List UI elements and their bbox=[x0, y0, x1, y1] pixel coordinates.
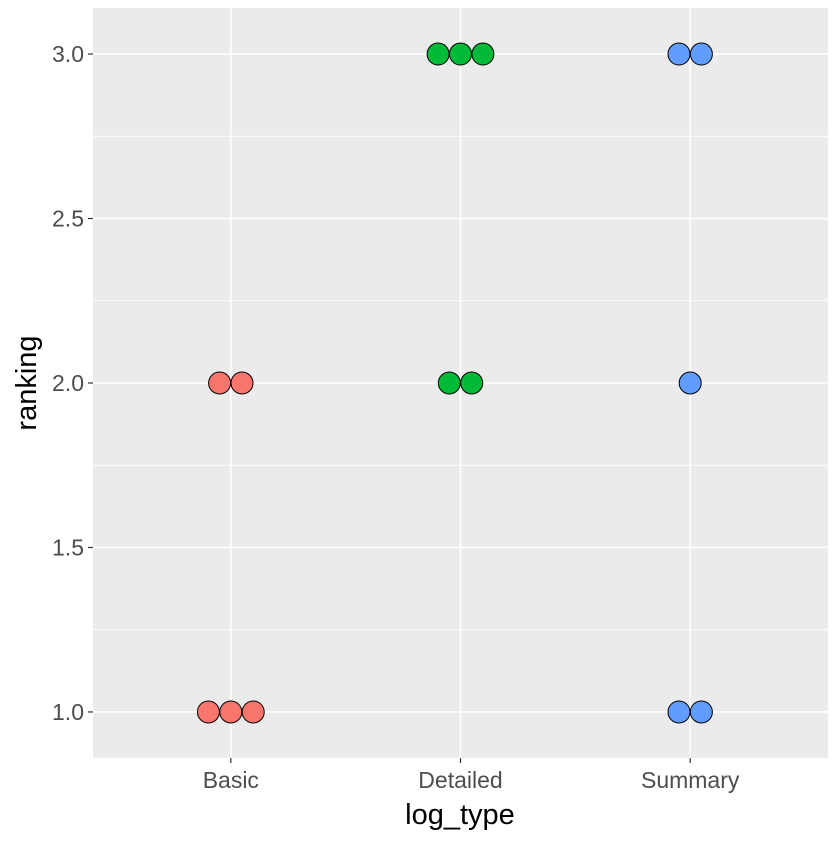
data-point-detailed bbox=[449, 42, 472, 66]
y-tick-label: 1.5 bbox=[52, 534, 84, 560]
x-tick-label: Detailed bbox=[418, 767, 502, 793]
data-point-basic bbox=[230, 371, 254, 395]
x-axis: Basic Detailed Summary bbox=[203, 758, 740, 793]
data-point-detailed bbox=[471, 42, 495, 66]
data-point-summary bbox=[667, 700, 691, 724]
data-point-basic bbox=[208, 371, 232, 395]
data-point-detailed bbox=[426, 42, 450, 66]
data-point-detailed bbox=[460, 371, 484, 395]
data-points bbox=[196, 42, 713, 724]
x-tick-label: Summary bbox=[641, 767, 740, 793]
data-point-basic bbox=[196, 700, 220, 724]
x-axis-title: log_type bbox=[405, 799, 515, 831]
y-axis-title: ranking bbox=[11, 335, 43, 430]
y-tick-label: 1.0 bbox=[52, 699, 84, 725]
data-point-summary bbox=[667, 42, 691, 66]
x-tick-label: Basic bbox=[203, 767, 259, 793]
data-point-detailed bbox=[437, 371, 461, 395]
data-point-summary bbox=[678, 371, 702, 395]
data-point-summary bbox=[689, 42, 713, 66]
data-point-basic bbox=[219, 700, 243, 724]
data-point-basic bbox=[241, 700, 265, 724]
y-tick-label: 2.5 bbox=[52, 206, 84, 232]
y-axis: 1.0 1.5 2.0 2.5 3.0 bbox=[52, 41, 93, 725]
y-tick-label: 2.0 bbox=[52, 370, 84, 396]
y-tick-label: 3.0 bbox=[52, 41, 84, 67]
data-point-summary bbox=[689, 700, 713, 724]
